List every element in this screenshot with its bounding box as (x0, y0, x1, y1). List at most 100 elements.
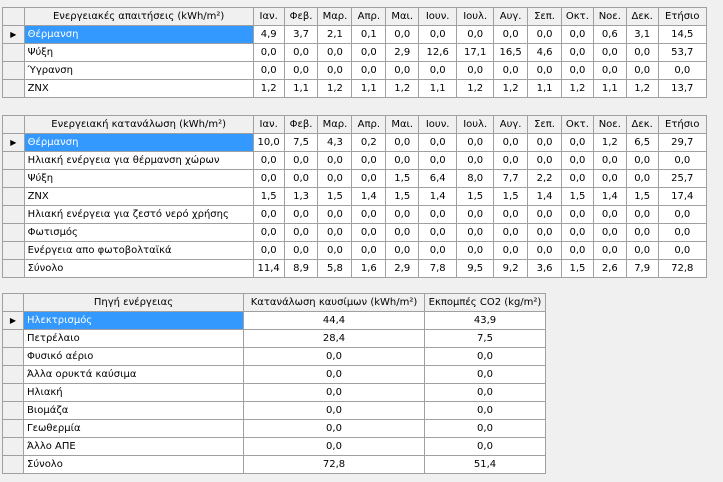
row-selector[interactable]: ▶ (2, 311, 24, 330)
value-cell[interactable]: 0,0 (385, 205, 420, 224)
column-header[interactable]: Ετήσιο (657, 115, 708, 134)
value-cell[interactable]: 0,0 (351, 169, 387, 188)
value-cell[interactable]: 0,0 (243, 401, 425, 420)
column-header[interactable]: Ιουν. (418, 7, 458, 26)
value-cell[interactable]: 0,0 (625, 205, 659, 224)
row-label-cell[interactable]: Ψύξη (23, 169, 254, 188)
value-cell[interactable]: 0,0 (317, 151, 353, 170)
value-cell[interactable]: 51,4 (424, 455, 546, 474)
row-selector[interactable] (2, 241, 25, 260)
value-cell[interactable]: 7,7 (493, 169, 529, 188)
grid-row[interactable]: Γεωθερμία 0,0 0,0 (2, 419, 546, 438)
value-cell[interactable]: 0,2 (351, 133, 387, 152)
value-cell[interactable]: 1,1 (418, 79, 458, 98)
column-header[interactable]: Δεκ. (625, 115, 659, 134)
grid-row[interactable]: ▶ Θέρμανση 10,0 7,5 4,3 0,2 0,0 0,0 0,0 0,0 0,0 0,0… (2, 133, 708, 152)
value-cell[interactable]: 7,9 (625, 259, 659, 278)
value-cell[interactable]: 1,2 (625, 79, 659, 98)
value-cell[interactable]: 0,0 (527, 151, 562, 170)
value-cell[interactable]: 0,0 (385, 25, 420, 44)
value-cell[interactable]: 4,9 (252, 25, 285, 44)
row-selector[interactable] (2, 43, 25, 62)
grid-row[interactable]: Ψύξη 0,0 0,0 0,0 0,0 2,9 12,6 17,1 16,5 4,6 0,0 0,0… (2, 43, 708, 62)
energy-sources-grid[interactable]: Πηγή ενέργειας Κατανάλωση καυσίμων (kWh/m… (2, 293, 546, 474)
value-cell[interactable]: 17,1 (456, 43, 495, 62)
value-cell[interactable]: 1,6 (351, 259, 387, 278)
grid-row[interactable]: Σύνολο 72,8 51,4 (2, 455, 546, 474)
row-label-cell[interactable]: Ηλιακή ενέργεια για θέρμανση χώρων (23, 151, 254, 170)
value-cell[interactable]: 0,0 (493, 133, 529, 152)
value-cell[interactable]: 6,5 (625, 133, 659, 152)
grid-row[interactable]: ΖΝΧ 1,5 1,3 1,5 1,4 1,5 1,4 1,5 1,5 1,4 1,5 1,4 1,5 1… (2, 187, 708, 206)
value-cell[interactable]: 0,0 (493, 25, 529, 44)
value-cell[interactable]: 28,4 (243, 329, 425, 348)
value-cell[interactable]: 1,5 (560, 187, 594, 206)
column-header-label[interactable]: Ενεργειακή κατανάλωση (kWh/m²) (23, 115, 254, 134)
column-header[interactable]: Οκτ. (560, 115, 594, 134)
row-selector[interactable] (2, 437, 24, 456)
value-cell[interactable]: 0,0 (456, 223, 495, 242)
energy-requirements-grid[interactable]: Ενεργειακές απαιτήσεις (kWh/m²) Ιαν. Φεβ. Μ… (2, 7, 708, 98)
value-cell[interactable]: 0,0 (252, 43, 285, 62)
value-cell[interactable]: 3,7 (283, 25, 319, 44)
value-cell[interactable]: 2,9 (385, 43, 420, 62)
value-cell[interactable]: 0,0 (527, 61, 562, 80)
column-header[interactable]: Αυγ. (493, 7, 529, 26)
column-header[interactable]: Ιουν. (418, 115, 458, 134)
value-cell[interactable]: 0,0 (243, 419, 425, 438)
value-cell[interactable]: 13,7 (657, 79, 708, 98)
value-cell[interactable]: 1,2 (456, 79, 495, 98)
value-cell[interactable]: 9,2 (493, 259, 529, 278)
value-cell[interactable]: 0,0 (424, 419, 546, 438)
value-cell[interactable]: 0,0 (560, 151, 594, 170)
value-cell[interactable]: 44,4 (243, 311, 425, 330)
value-cell[interactable]: 1,4 (351, 187, 387, 206)
value-cell[interactable]: 4,6 (527, 43, 562, 62)
value-cell[interactable]: 1,5 (456, 187, 495, 206)
value-cell[interactable]: 7,5 (283, 133, 319, 152)
value-cell[interactable]: 2,9 (385, 259, 420, 278)
column-header[interactable]: Φεβ. (283, 7, 319, 26)
value-cell[interactable]: 0,0 (592, 169, 627, 188)
column-header[interactable]: Σεπ. (527, 7, 562, 26)
value-cell[interactable]: 0,0 (418, 151, 458, 170)
value-cell[interactable]: 0,0 (418, 223, 458, 242)
value-cell[interactable]: 1,4 (527, 187, 562, 206)
value-cell[interactable]: 0,0 (456, 61, 495, 80)
value-cell[interactable]: 11,4 (252, 259, 285, 278)
value-cell[interactable]: 9,5 (456, 259, 495, 278)
value-cell[interactable]: 0,0 (385, 133, 420, 152)
value-cell[interactable]: 3,6 (527, 259, 562, 278)
value-cell[interactable]: 1,5 (493, 187, 529, 206)
value-cell[interactable]: 0,0 (252, 205, 285, 224)
value-cell[interactable]: 0,0 (252, 61, 285, 80)
value-cell[interactable]: 0,0 (560, 25, 594, 44)
value-cell[interactable]: 53,7 (657, 43, 708, 62)
value-cell[interactable]: 17,4 (657, 187, 708, 206)
value-cell[interactable]: 0,0 (625, 61, 659, 80)
value-cell[interactable]: 1,5 (560, 259, 594, 278)
row-selector[interactable] (2, 205, 25, 224)
value-cell[interactable]: 0,0 (317, 61, 353, 80)
value-cell[interactable]: 0,0 (625, 43, 659, 62)
value-cell[interactable]: 0,0 (317, 223, 353, 242)
value-cell[interactable]: 1,4 (418, 187, 458, 206)
row-label-cell[interactable]: Ψύξη (23, 43, 254, 62)
value-cell[interactable]: 0,0 (592, 61, 627, 80)
value-cell[interactable]: 1,1 (283, 79, 319, 98)
row-selector[interactable] (2, 61, 25, 80)
row-label-cell[interactable]: Βιομάζα (23, 401, 244, 420)
value-cell[interactable]: 0,0 (317, 205, 353, 224)
value-cell[interactable]: 0,0 (560, 169, 594, 188)
column-header-label[interactable]: Πηγή ενέργειας (23, 293, 244, 312)
column-header[interactable]: Μαι. (385, 7, 420, 26)
row-selector[interactable] (2, 169, 25, 188)
row-selector[interactable] (2, 259, 25, 278)
grid-row[interactable]: ▶ Ηλεκτρισμός 44,4 43,9 (2, 311, 546, 330)
row-label-cell[interactable]: Άλλα ορυκτά καύσιμα (23, 365, 244, 384)
row-label-cell[interactable]: Ύγρανση (23, 61, 254, 80)
value-cell[interactable]: 0,0 (560, 133, 594, 152)
value-cell[interactable]: 0,0 (527, 241, 562, 260)
value-cell[interactable]: 1,2 (592, 133, 627, 152)
value-cell[interactable]: 0,0 (493, 223, 529, 242)
